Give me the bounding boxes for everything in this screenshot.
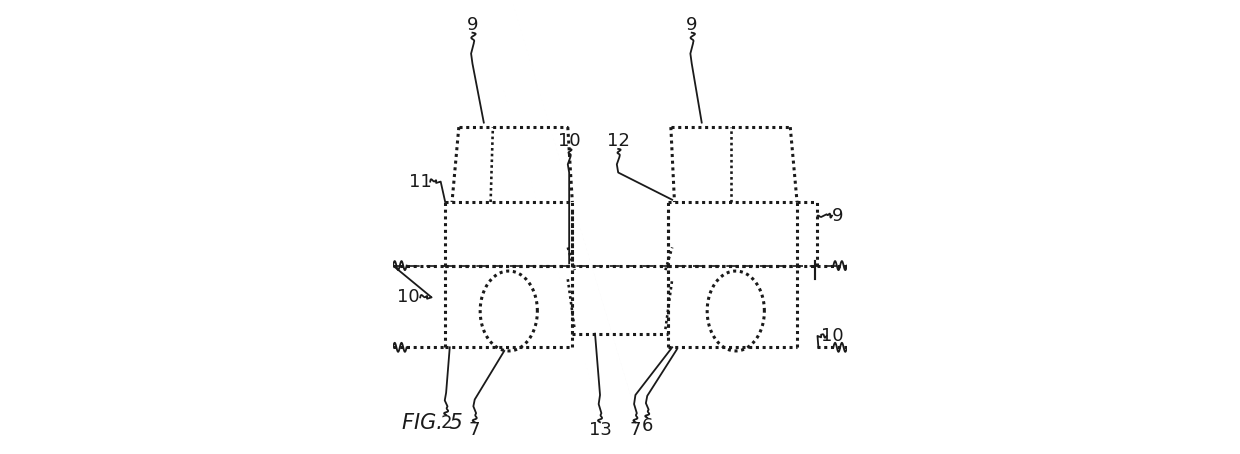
- Text: 10: 10: [821, 327, 843, 345]
- Text: 12: 12: [606, 132, 630, 150]
- Text: FIG. 5: FIG. 5: [402, 413, 463, 433]
- Text: 11: 11: [409, 173, 432, 191]
- Text: 6: 6: [641, 417, 653, 435]
- Text: 9: 9: [686, 16, 697, 34]
- Text: 2: 2: [440, 414, 451, 432]
- Text: 10: 10: [397, 288, 419, 306]
- Text: 10: 10: [558, 132, 580, 150]
- Text: 7: 7: [630, 421, 641, 439]
- Text: 9: 9: [832, 207, 843, 225]
- Text: 13: 13: [589, 421, 611, 439]
- Text: 9: 9: [466, 16, 479, 34]
- Text: 7: 7: [469, 421, 480, 439]
